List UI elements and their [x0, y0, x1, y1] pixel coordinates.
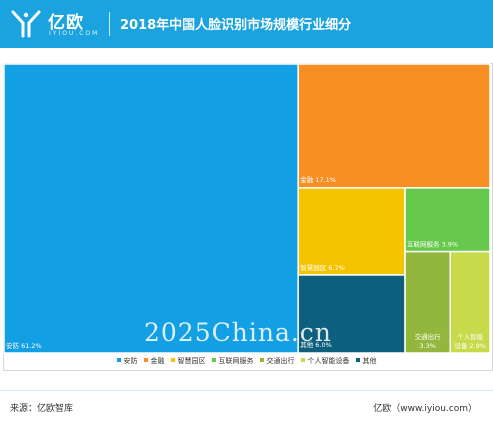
treemap-cell-6: [449, 250, 491, 354]
header-bar: 亿欧 IYIOU.COM 2018年中国人脸识别市场规模行业细分: [0, 0, 493, 48]
logo-domain: IYIOU.COM: [49, 30, 100, 37]
legend-label-4: 交通出行: [266, 357, 295, 365]
treemap-label-5-0: 交通出行: [415, 332, 442, 341]
source-note: 来源：亿欧智库: [10, 404, 74, 414]
treemap-label-1: 金融 17.1%: [300, 175, 336, 184]
legend-label-3: 互联网服务: [218, 357, 254, 365]
legend-item-6: 其他: [355, 356, 377, 366]
legend-item-4: 交通出行: [259, 356, 295, 366]
legend-label-1: 金融: [150, 357, 165, 365]
logo-text: 亿欧: [48, 13, 84, 33]
yiou-logo-icon: [11, 10, 41, 38]
treemap-cell-2: [297, 187, 406, 276]
legend-swatch-0: [116, 358, 121, 362]
treemap-label-2: 智慧园区 6.7%: [300, 263, 345, 272]
legend-item-1: 金融: [143, 356, 165, 366]
legend-swatch-5: [300, 358, 305, 362]
legend-item-3: 互联网服务: [211, 356, 254, 366]
treemap-label-5-1: 3.3%: [419, 342, 436, 350]
chart-title: 2018年中国人脸识别市场规模行业细分: [120, 18, 352, 33]
legend-label-5: 个人智能设备: [307, 357, 350, 365]
legend-swatch-2: [170, 358, 175, 362]
legend-item-0: 安防: [116, 356, 138, 366]
treemap-cell-3: [297, 274, 406, 354]
legend-swatch-3: [211, 358, 216, 362]
credit-note: 亿欧（www.iyiou.com）: [373, 404, 477, 414]
treemap-cell-0: [3, 63, 299, 354]
legend-label-2: 智慧园区: [177, 357, 206, 365]
legend-item-5: 个人智能设备: [300, 356, 350, 366]
treemap-label-0: 安防 61.2%: [6, 341, 42, 350]
legend-swatch-6: [355, 358, 360, 362]
treemap-label-4: 互联网服务 3.9%: [407, 240, 458, 249]
legend-item-2: 智慧园区: [170, 356, 206, 366]
legend-swatch-1: [143, 358, 148, 362]
chart-legend: 安防 金融 智慧园区 互联网服务 交通出行 个人智能设备 其他: [0, 356, 493, 368]
treemap-cell-1: [297, 63, 491, 189]
treemap-label-6-1: 设备 2.9%: [454, 341, 486, 350]
treemap-cell-5: [404, 250, 452, 354]
header-divider: [109, 12, 110, 36]
legend-label-6: 其他: [362, 357, 377, 365]
footer-divider: [0, 390, 493, 391]
legend-label-0: 安防: [123, 357, 138, 365]
treemap-label-3: 其他 6.0%: [300, 340, 332, 349]
treemap-label-6-0: 个人智能: [457, 332, 484, 341]
watermark: 2025China.cn: [144, 318, 332, 347]
legend-swatch-4: [259, 358, 264, 362]
